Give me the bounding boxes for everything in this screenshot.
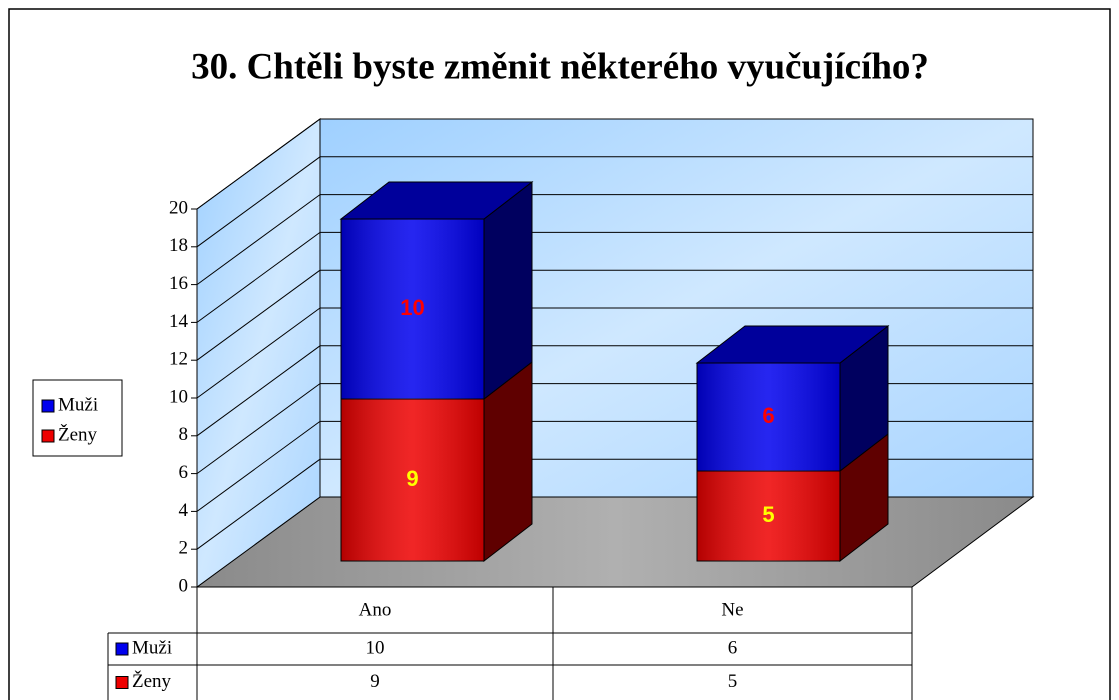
- grid-line: [196, 458, 321, 550]
- y-tick-label: 6: [179, 462, 189, 483]
- y-tick-label: 10: [169, 386, 188, 407]
- table-swatch: [115, 676, 129, 689]
- bar-shine: [341, 399, 484, 561]
- table-row-label: Ženy: [132, 670, 172, 692]
- bar-side-shade: [840, 434, 888, 561]
- frame: [8, 8, 1111, 700]
- table-cell: 6: [728, 637, 738, 658]
- legend-label: Muži: [58, 394, 98, 415]
- floor: [195, 496, 1035, 588]
- y-tick-label: 14: [169, 311, 189, 332]
- bar-top: [339, 181, 534, 220]
- table-row-label: Muži: [132, 637, 172, 658]
- bar-side-shade: [484, 182, 532, 399]
- y-tick-label: 2: [179, 538, 189, 559]
- legend: [32, 379, 123, 457]
- bar-top-shade: [341, 182, 532, 219]
- y-tick-label: 12: [169, 349, 188, 370]
- table-swatch: [115, 642, 129, 656]
- y-tick-label: 20: [169, 197, 188, 218]
- grid-line: [196, 156, 321, 248]
- value-label: 6: [762, 403, 774, 428]
- grid-line: [196, 269, 321, 361]
- grid-line: [196, 420, 321, 512]
- bar-shine: [697, 471, 840, 561]
- bar-side-shade: [840, 326, 888, 471]
- grid-line: [196, 231, 321, 323]
- legend-swatch: [41, 429, 55, 443]
- table-cell: 10: [366, 637, 385, 658]
- y-tick-label: 0: [179, 575, 189, 596]
- grid-line: [196, 194, 321, 286]
- grid-line: [196, 307, 321, 399]
- y-tick-label: 16: [169, 273, 188, 294]
- legend-swatch: [41, 399, 55, 413]
- table-cell: 5: [728, 671, 738, 692]
- value-label: 10: [400, 295, 424, 320]
- table-header: Ne: [721, 599, 743, 620]
- legend-label: Ženy: [58, 423, 98, 445]
- value-label: 9: [406, 466, 418, 491]
- bar-shine: [697, 363, 840, 471]
- bar-top-shade: [697, 326, 888, 363]
- bar-side-shade: [484, 362, 532, 561]
- table-header: Ano: [359, 599, 392, 620]
- grid-line: [196, 345, 321, 437]
- grid-line: [196, 383, 321, 475]
- bar-top: [695, 325, 890, 364]
- bar-shine: [341, 219, 484, 399]
- y-tick-label: 4: [179, 500, 189, 521]
- chart-title: 30. Chtěli byste změnit některého vyučuj…: [191, 46, 929, 87]
- table-cell: 9: [370, 671, 380, 692]
- y-tick-label: 8: [179, 424, 189, 445]
- grid-line: [196, 118, 321, 210]
- y-tick-label: 18: [169, 235, 188, 256]
- value-label: 5: [762, 502, 774, 527]
